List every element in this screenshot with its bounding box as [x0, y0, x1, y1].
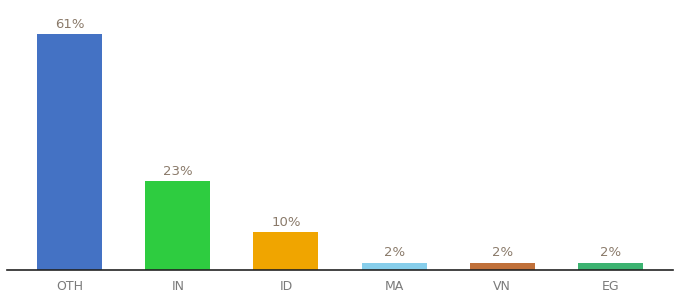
- Text: 2%: 2%: [492, 247, 513, 260]
- Bar: [37, 34, 102, 270]
- Text: 23%: 23%: [163, 165, 192, 178]
- Bar: [254, 232, 318, 270]
- Text: 61%: 61%: [55, 18, 84, 31]
- Bar: [146, 181, 210, 270]
- Text: 2%: 2%: [384, 247, 405, 260]
- Text: 10%: 10%: [271, 215, 301, 229]
- Bar: [470, 262, 534, 270]
- Bar: [362, 262, 426, 270]
- Bar: [578, 262, 643, 270]
- Text: 2%: 2%: [600, 247, 621, 260]
